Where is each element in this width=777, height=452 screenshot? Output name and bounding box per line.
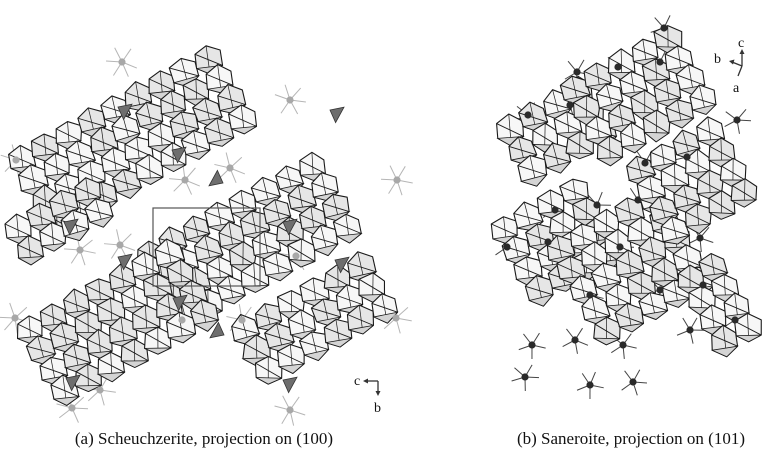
panel-b-axis-a-label: a — [733, 81, 740, 96]
panel-a-caption: (a) Scheuchzerite, projection on (100) — [75, 429, 333, 448]
panel-b-axis-b-label: b — [714, 52, 721, 67]
panel-a-octahedral-layers — [4, 45, 399, 406]
panel-a-tetrahedra — [63, 103, 350, 394]
panel-b-octahedral-slab — [490, 25, 762, 358]
panel-a-cations — [11, 58, 401, 414]
panel-a-axis-indicator: c b — [354, 374, 381, 416]
panel-a-axis-b-label: b — [374, 401, 381, 416]
panel-a-scheuchzerite: c b (a) Scheuchzerite, projection on (10… — [0, 45, 413, 448]
panel-b-axis-indicator: c b a — [714, 36, 745, 96]
panel-a-unit-cell — [152, 207, 261, 287]
panel-b-cations — [503, 24, 741, 389]
panel-b-axis-c-label: c — [738, 36, 744, 51]
panel-b-caption: (b) Saneroite, projection on (101) — [517, 429, 745, 448]
panel-a-axis-c-label: c — [354, 374, 360, 389]
panel-b-saneroite: c b a (b) Saneroite, projection on (101) — [490, 15, 762, 448]
